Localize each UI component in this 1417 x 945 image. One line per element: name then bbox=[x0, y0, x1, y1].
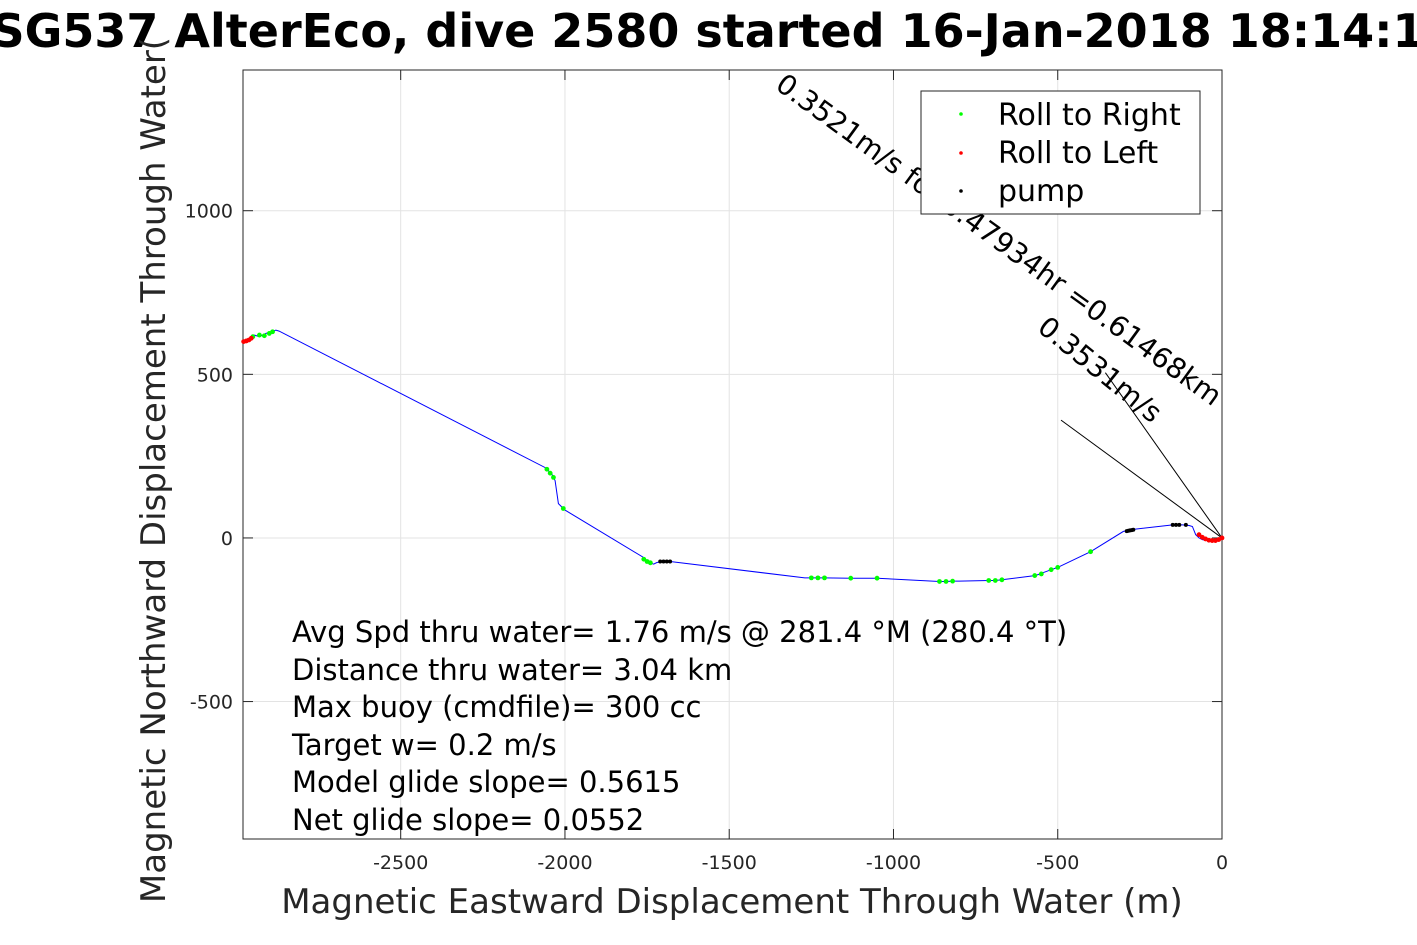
roll-right-point bbox=[1038, 571, 1044, 577]
current-vector-line bbox=[1060, 419, 1223, 539]
roll-right-point bbox=[560, 506, 566, 511]
y-axis-label: Magnetic Northward Displacement Through … bbox=[134, 37, 174, 903]
stat-net-glide: Net glide slope= 0.0552 bbox=[292, 803, 644, 837]
pump-point bbox=[1183, 522, 1188, 527]
chart-title: SG537 AlterEco, dive 2580 started 16-Jan… bbox=[0, 4, 1417, 58]
roll-right-point bbox=[822, 575, 827, 581]
y-tick-label: 0 bbox=[221, 528, 233, 550]
pump-point bbox=[1131, 527, 1136, 532]
plot-frame bbox=[242, 69, 1223, 840]
roll-left-point bbox=[1219, 535, 1225, 541]
legend-marker-roll-right bbox=[959, 112, 963, 116]
roll-right-point bbox=[874, 575, 880, 581]
roll-right-point bbox=[257, 332, 262, 338]
roll-right-point bbox=[1032, 573, 1038, 578]
roll-right-point bbox=[986, 578, 992, 583]
stat-max-buoy: Max buoy (cmdfile)= 300 cc bbox=[292, 690, 701, 724]
y-tick-label: 1000 bbox=[185, 201, 233, 223]
legend-box bbox=[920, 90, 1201, 215]
legend-label-roll-right: Roll to Right bbox=[998, 98, 1181, 133]
legend-label-roll-left: Roll to Left bbox=[998, 136, 1158, 171]
roll-right-point bbox=[943, 579, 949, 584]
x-tick-label: -1000 bbox=[866, 852, 921, 874]
stats-block: Avg Spd thru water= 1.76 m/s @ 281.4 °M … bbox=[291, 615, 1067, 837]
roll-right-markers bbox=[250, 329, 1093, 584]
x-axis-ticks: -2500 -2000 -1500 -1000 -500 0 bbox=[373, 70, 1228, 874]
roll-right-point bbox=[270, 329, 275, 335]
roll-left-point bbox=[1196, 532, 1202, 538]
pump-point bbox=[661, 559, 666, 564]
pump-point bbox=[1174, 522, 1179, 527]
roll-right-point bbox=[261, 333, 267, 339]
x-axis-label: Magnetic Eastward Displacement Through W… bbox=[281, 882, 1183, 922]
current-vectors bbox=[1060, 372, 1223, 539]
x-tick-label: -2500 bbox=[373, 852, 428, 874]
stat-model-glide: Model glide slope= 0.5615 bbox=[292, 765, 680, 799]
roll-right-point bbox=[848, 575, 854, 581]
roll-right-point bbox=[950, 578, 956, 584]
legend: Roll to Right Roll to Left pump bbox=[920, 90, 1201, 215]
pump-point bbox=[1177, 522, 1182, 527]
roll-right-point bbox=[544, 466, 550, 472]
legend-label-pump: pump bbox=[998, 174, 1084, 209]
roll-right-point bbox=[937, 579, 942, 584]
roll-right-point bbox=[1048, 567, 1054, 573]
pump-point bbox=[658, 559, 663, 564]
roll-right-point bbox=[808, 575, 814, 581]
stat-target-w: Target w= 0.2 m/s bbox=[291, 728, 557, 762]
roll-left-point bbox=[1209, 538, 1215, 543]
legend-marker-roll-left bbox=[959, 151, 963, 155]
pump-point bbox=[664, 559, 669, 564]
x-tick-label: -2000 bbox=[537, 852, 592, 874]
roll-left-markers bbox=[241, 335, 1225, 543]
x-tick-label: 0 bbox=[1216, 852, 1228, 874]
roll-right-point bbox=[1055, 564, 1061, 570]
x-tick-label: -1500 bbox=[702, 852, 757, 874]
y-tick-label: -500 bbox=[190, 692, 233, 714]
y-tick-label: 500 bbox=[197, 364, 233, 386]
roll-right-point bbox=[547, 470, 553, 476]
y-axis-ticks: -500 0 500 1000 bbox=[185, 201, 1222, 714]
roll-right-point bbox=[1088, 549, 1093, 555]
pump-point bbox=[1170, 522, 1175, 527]
pump-markers bbox=[658, 522, 1188, 564]
roll-right-point bbox=[992, 578, 998, 583]
legend-marker-pump bbox=[959, 189, 963, 193]
roll-left-point bbox=[248, 335, 254, 341]
roll-right-point bbox=[815, 575, 821, 581]
roll-right-point bbox=[647, 560, 653, 566]
stat-distance: Distance thru water= 3.04 km bbox=[292, 653, 732, 687]
current-vector-line bbox=[1104, 372, 1223, 539]
stat-avg-speed: Avg Spd thru water= 1.76 m/s @ 281.4 °M … bbox=[292, 615, 1067, 649]
roll-right-point bbox=[551, 475, 556, 480]
roll-right-point bbox=[999, 577, 1005, 583]
x-tick-label: -500 bbox=[1036, 852, 1079, 874]
pump-point bbox=[668, 559, 673, 564]
